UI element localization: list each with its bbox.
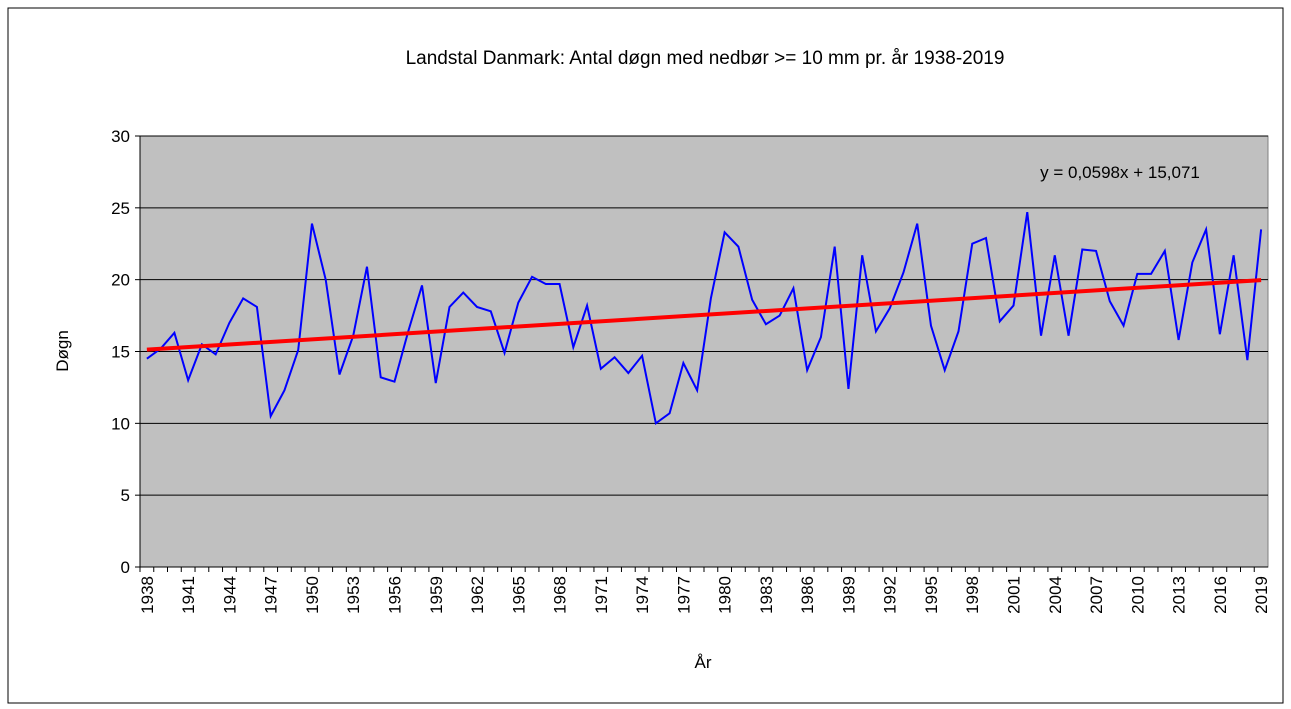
y-tick-label: 20 [111,271,130,290]
y-axis-label: Døgn [53,330,72,372]
x-tick-label: 1953 [344,576,363,614]
x-tick-label: 1959 [427,576,446,614]
y-tick-label: 5 [121,486,130,505]
x-tick-label: 1944 [220,576,239,614]
x-tick-label: 1938 [138,576,157,614]
x-tick-label: 2004 [1046,576,1065,614]
x-tick-label: 1950 [303,576,322,614]
x-tick-label: 1995 [922,576,941,614]
y-tick-label: 10 [111,414,130,433]
y-tick-label: 0 [121,558,130,577]
x-tick-label: 2007 [1087,576,1106,614]
x-tick-label: 1992 [881,576,900,614]
x-tick-label: 1971 [592,576,611,614]
x-tick-label: 1980 [716,576,735,614]
y-tick-label: 25 [111,199,130,218]
x-tick-label: 1977 [674,576,693,614]
x-tick-label: 2010 [1128,576,1147,614]
x-axis-label: År [695,653,712,672]
y-tick-label: 30 [111,127,130,146]
x-tick-label: 1941 [179,576,198,614]
chart-title: Landstal Danmark: Antal døgn med nedbør … [406,48,1005,69]
trend-line [146,278,1262,352]
x-tick-label: 1956 [385,576,404,614]
x-tick-label: 2013 [1170,576,1189,614]
x-tick-label: 1974 [633,576,652,614]
trend-equation: y = 0,0598x + 15,071 [1040,163,1200,182]
x-tick-label: 2001 [1005,576,1024,614]
x-tick-label: 2019 [1252,576,1271,614]
x-tick-label: 1962 [468,576,487,614]
x-tick-label: 2016 [1211,576,1230,614]
x-tick-label: 1998 [963,576,982,614]
x-tick-label: 1968 [551,576,570,614]
x-tick-label: 1983 [757,576,776,614]
x-tick-label: 1989 [839,576,858,614]
x-tick-label: 1986 [798,576,817,614]
x-tick-label: 1947 [262,576,281,614]
y-tick-label: 15 [111,343,130,362]
x-tick-label: 1965 [509,576,528,614]
